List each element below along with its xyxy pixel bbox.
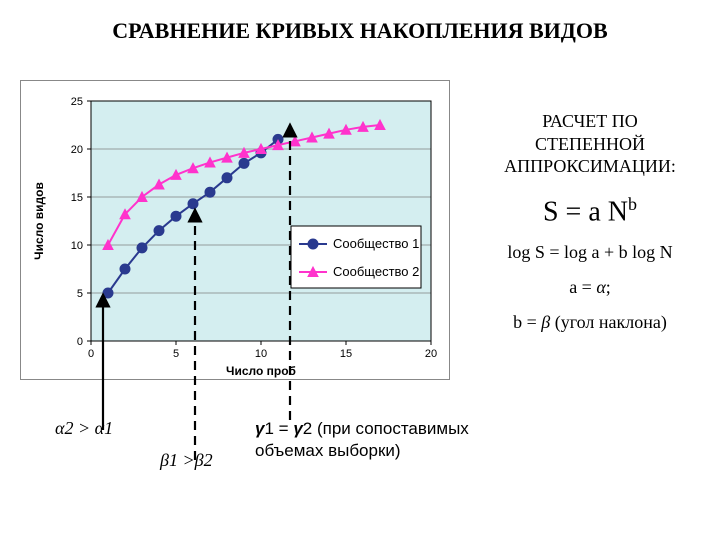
gamma-annotation: γ1 = γ2 (при сопоставимых объемах выборк…	[255, 418, 515, 462]
a-equals: a = α;	[470, 277, 710, 298]
beta-annotation: β1 >β2	[160, 450, 213, 471]
gamma-rest: (при сопоставимых объемах выборки)	[255, 419, 469, 460]
svg-text:0: 0	[77, 336, 83, 348]
svg-text:5: 5	[77, 288, 83, 300]
power-formula: S = a Nb	[470, 194, 710, 228]
accumulation-chart: 0 5 10 15 20 0 5 10 15 20 25 Число проб Число видов С…	[21, 81, 451, 381]
svg-text:15: 15	[71, 192, 83, 204]
svg-text:10: 10	[255, 348, 267, 360]
page-title: СРАВНЕНИЕ КРИВЫХ НАКОПЛЕНИЯ ВИДОВ	[40, 18, 680, 44]
chart-container: 0 5 10 15 20 0 5 10 15 20 25 Число проб Число видов С…	[20, 80, 450, 380]
svg-text:20: 20	[71, 144, 83, 156]
formula-exponent: b	[628, 194, 637, 214]
calc-header-1: РАСЧЕТ ПО	[470, 110, 710, 133]
svg-text:25: 25	[71, 96, 83, 108]
svg-text:Сообщество 1: Сообщество 1	[333, 236, 419, 251]
svg-text:5: 5	[173, 348, 179, 360]
svg-text:Число проб: Число проб	[226, 364, 296, 378]
log-formula: log S = log a + b log N	[470, 242, 710, 263]
alpha-annotation: α2 > α1	[55, 418, 113, 439]
b-equals: b = β (угол наклона)	[470, 312, 710, 333]
right-panel: РАСЧЕТ ПО СТЕПЕННОЙ АППРОКСИМАЦИИ: S = a…	[470, 110, 710, 333]
calc-header-2: СТЕПЕННОЙ	[470, 133, 710, 156]
formula-body: S = a N	[543, 196, 628, 227]
svg-text:Сообщество 2: Сообщество 2	[333, 264, 419, 279]
svg-text:15: 15	[340, 348, 352, 360]
svg-text:Число видов: Число видов	[32, 182, 46, 260]
svg-text:0: 0	[88, 348, 94, 360]
svg-text:10: 10	[71, 240, 83, 252]
svg-text:20: 20	[425, 348, 437, 360]
calc-header-3: АППРОКСИМАЦИИ:	[470, 155, 710, 178]
